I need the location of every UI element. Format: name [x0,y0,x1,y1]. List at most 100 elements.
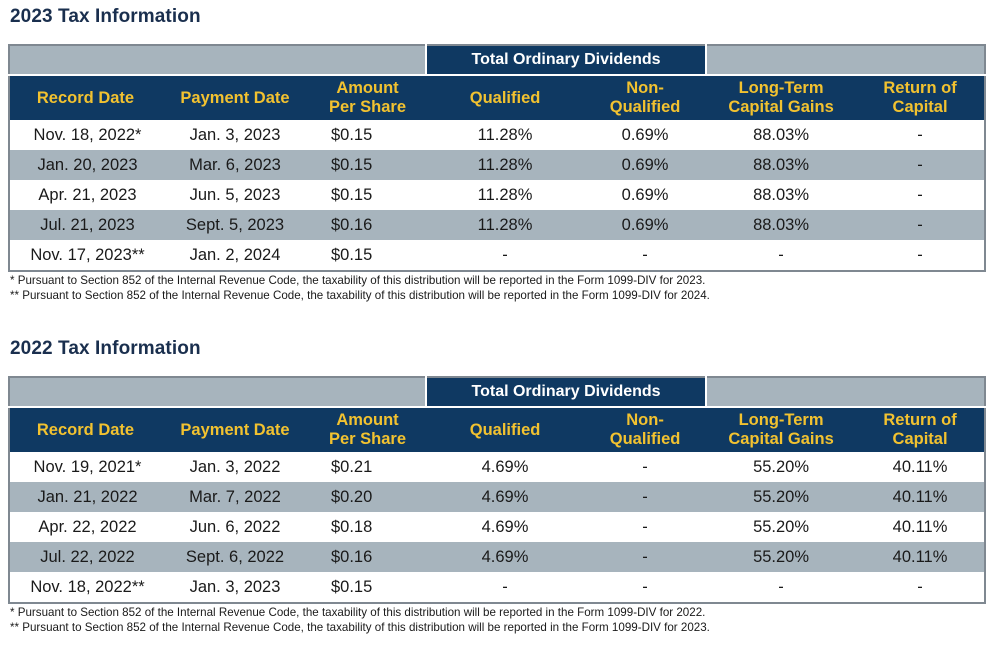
payment-date-cell: Jun. 5, 2023 [189,185,281,204]
super-header-row: Total Ordinary Dividends [9,377,986,407]
non-qualified-cell: 0.69% [621,185,669,204]
return-of-capital-cell: - [917,185,923,204]
qualified-header: Qualified [426,406,585,452]
ltcg-cell: 88.03% [706,150,857,180]
footnote-single-asterisk: * Pursuant to Section 852 of the Interna… [10,606,706,619]
column-header-row: Record Date Payment Date Amount Per Share… [9,406,986,452]
qualified-cell: - [502,245,508,264]
qualified-cell: 4.69% [481,457,529,476]
return-of-capital-cell: - [917,245,923,264]
non-qualified-header: Non- Qualified [584,74,707,120]
record-date-cell: Apr. 22, 2022 [38,517,137,536]
amount-cell: $0.16 [309,210,427,240]
amount-cell: $0.15 [331,185,373,204]
qualified-cell: 4.69% [426,542,585,572]
return-of-capital-cell: 40.11% [892,517,948,536]
non-qualified-cell: - [642,517,648,536]
table-row: Jul. 21, 2023 Sept. 5, 2023 $0.16 11.28%… [9,210,986,240]
amount-cell: $0.18 [331,517,373,536]
record-date-header: Record Date [9,74,161,120]
ltcg-cell: 88.03% [753,125,810,144]
tax-section-2022: 2022 Tax Information Total Ordinary Divi… [0,332,987,645]
amount-cell: $0.15 [331,577,373,596]
non-qualified-header: Non- Qualified [584,406,707,452]
table-row: Apr. 21, 2023 Jun. 5, 2023 $0.15 11.28% … [9,180,985,210]
qualified-cell: 4.69% [481,517,529,536]
payment-date-cell: Jan. 2, 2024 [189,245,281,264]
table-row: Nov. 18, 2022* Jan. 3, 2023 $0.15 11.28%… [9,120,985,150]
non-qualified-cell: - [642,245,648,264]
amount-cell: $0.16 [309,542,427,572]
qualified-cell: 11.28% [426,210,585,240]
total-ordinary-dividends-header: Total Ordinary Dividends [425,45,708,75]
ltcg-cell: 55.20% [706,542,857,572]
qualified-cell: 11.28% [426,150,585,180]
section-title: 2022 Tax Information [10,338,201,359]
footnote-double-asterisk: ** Pursuant to Section 852 of the Intern… [10,289,710,302]
payment-date-cell: Sept. 6, 2022 [161,542,309,572]
return-of-capital-header: Return of Capital [856,74,986,120]
qualified-header: Qualified [426,74,585,120]
ltcg-cell: 55.20% [706,482,857,512]
return-of-capital-cell: - [856,210,986,240]
non-qualified-cell: - [642,457,648,476]
payment-date-cell: Mar. 6, 2023 [161,150,309,180]
qualified-cell: 11.28% [477,125,533,144]
record-date-cell: Nov. 18, 2022** [30,577,145,596]
amount-per-share-header: Amount Per Share [309,74,427,120]
record-date-header: Record Date [9,406,161,452]
record-date-cell: Apr. 21, 2023 [38,185,137,204]
non-qualified-cell: 0.69% [584,150,707,180]
record-date-cell: Jan. 20, 2023 [9,150,161,180]
payment-date-cell: Jun. 6, 2022 [189,517,281,536]
footnote-double-asterisk: ** Pursuant to Section 852 of the Intern… [10,621,710,634]
qualified-cell: 11.28% [477,185,533,204]
non-qualified-cell: - [584,482,707,512]
return-of-capital-cell: 40.11% [892,457,948,476]
table-row: Jul. 22, 2022 Sept. 6, 2022 $0.16 4.69% … [9,542,986,572]
return-of-capital-header: Return of Capital [856,406,986,452]
record-date-cell: Nov. 17, 2023** [30,245,145,264]
long-term-capital-gains-header: Long-Term Capital Gains [706,406,857,452]
ltcg-cell: 55.20% [753,517,810,536]
payment-date-header: Payment Date [161,406,309,452]
payment-date-header: Payment Date [161,74,309,120]
return-of-capital-cell: 40.11% [856,542,986,572]
amount-cell: $0.20 [309,482,427,512]
payment-date-cell: Jan. 3, 2023 [189,577,281,596]
payment-date-cell: Jan. 3, 2022 [189,457,281,476]
record-date-cell: Nov. 19, 2021* [33,457,142,476]
amount-cell: $0.15 [331,245,373,264]
amount-per-share-header: Amount Per Share [309,406,427,452]
payment-date-cell: Sept. 5, 2023 [161,210,309,240]
table-row: Nov. 18, 2022** Jan. 3, 2023 $0.15 - - -… [9,572,985,603]
section-title: 2023 Tax Information [10,6,201,27]
qualified-cell: - [502,577,508,596]
return-of-capital-cell: 40.11% [856,482,986,512]
non-qualified-cell: 0.69% [584,210,707,240]
tax-section-2023: 2023 Tax Information Total Ordinary Divi… [0,0,987,320]
non-qualified-cell: - [584,542,707,572]
non-qualified-cell: - [642,577,648,596]
tax-table: Total Ordinary Dividends Record Date Pay… [8,44,987,272]
return-of-capital-cell: - [917,577,923,596]
payment-date-cell: Mar. 7, 2022 [161,482,309,512]
record-date-cell: Jan. 21, 2022 [9,482,161,512]
total-ordinary-dividends-header: Total Ordinary Dividends [425,377,708,407]
ltcg-cell: 88.03% [753,185,810,204]
long-term-capital-gains-header: Long-Term Capital Gains [706,74,857,120]
ltcg-cell: - [778,245,784,264]
ltcg-cell: - [778,577,784,596]
record-date-cell: Jul. 22, 2022 [9,542,161,572]
amount-cell: $0.15 [331,125,373,144]
return-of-capital-cell: - [856,150,986,180]
table-row: Nov. 19, 2021* Jan. 3, 2022 $0.21 4.69% … [9,452,985,482]
return-of-capital-cell: - [917,125,923,144]
column-header-row: Record Date Payment Date Amount Per Share… [9,74,986,120]
table-row: Jan. 21, 2022 Mar. 7, 2022 $0.20 4.69% -… [9,482,986,512]
footnote-single-asterisk: * Pursuant to Section 852 of the Interna… [10,274,706,287]
table-row: Jan. 20, 2023 Mar. 6, 2023 $0.15 11.28% … [9,150,986,180]
record-date-cell: Nov. 18, 2022* [33,125,142,144]
non-qualified-cell: 0.69% [621,125,669,144]
super-header-row: Total Ordinary Dividends [9,45,986,75]
